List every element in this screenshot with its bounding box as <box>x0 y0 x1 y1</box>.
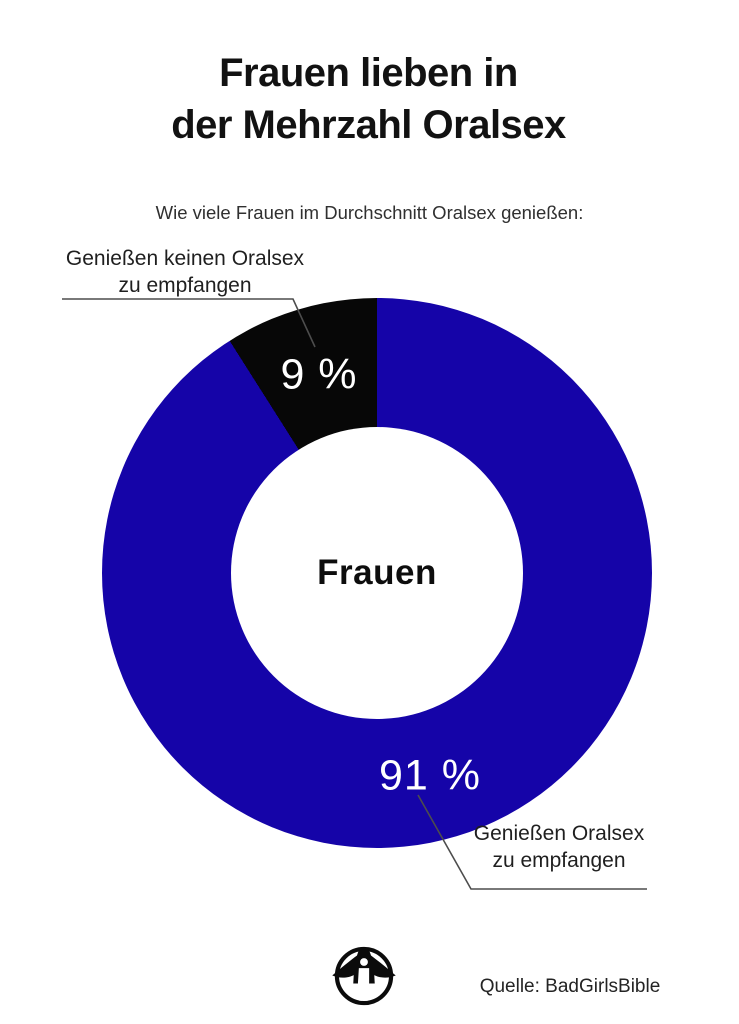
badgirlsbible-logo-icon <box>332 946 396 1006</box>
chart-subtitle: Wie viele Frauen im Durchschnitt Oralsex… <box>155 202 584 223</box>
slice-value-91-percent: 91 % <box>378 751 482 800</box>
donut-center-label: Frauen <box>317 553 437 592</box>
callout-label-no-oralsex: Genießen keinen Oralsex zu empfangen <box>65 247 305 297</box>
callout-label-oralsex: Genießen Oralsex zu empfangen <box>473 822 645 872</box>
slice-value-9-percent: 9 % <box>280 350 358 399</box>
page-title: Frauen lieben in der Mehrzahl Oralsex <box>171 51 566 147</box>
title-frame-decoration <box>64 31 672 166</box>
donut-chart: 9 % 91 % Frauen <box>102 298 652 848</box>
donut-hole: Frauen <box>231 427 523 719</box>
source-credit: Quelle: BadGirlsBible <box>479 976 661 997</box>
